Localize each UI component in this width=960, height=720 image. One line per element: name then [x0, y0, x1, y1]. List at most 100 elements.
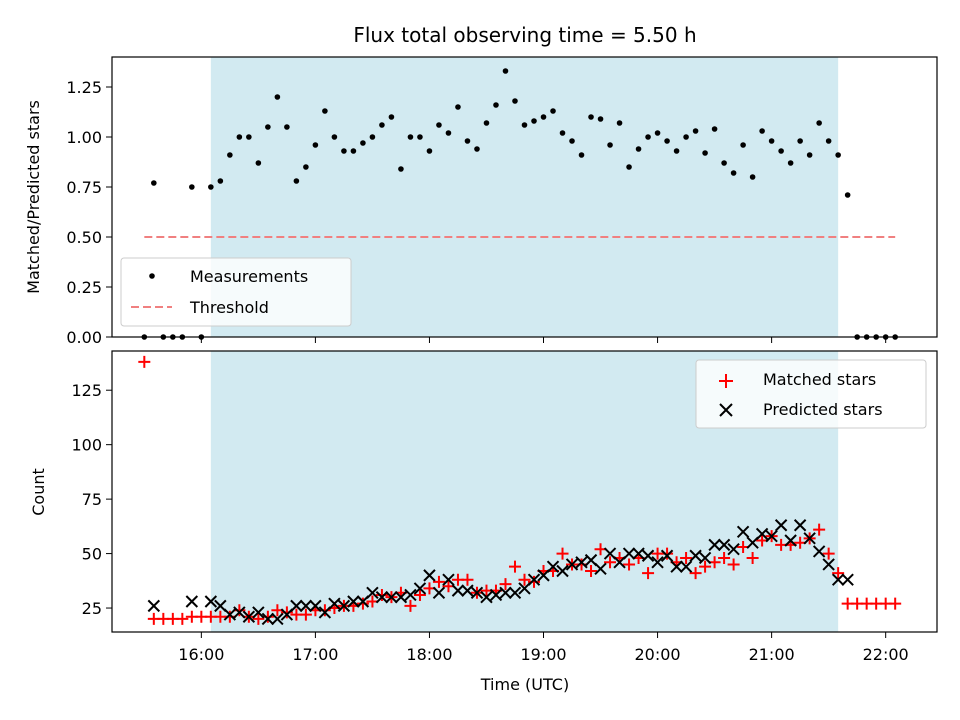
measurement-point [559, 130, 566, 136]
matched-star-point [832, 567, 845, 580]
bottom-ytick-label: 25 [82, 599, 102, 618]
bottom-ytick-label: 75 [82, 490, 102, 509]
predicted-star-point [347, 595, 360, 608]
bottom-ytick-label: 125 [71, 381, 102, 400]
measurement-point [445, 130, 452, 136]
legend-threshold-label: Threshold [189, 298, 269, 317]
measurement-point [673, 148, 680, 154]
bottom-xtick-label: 20:00 [635, 645, 681, 664]
predicted-star-point [451, 584, 465, 597]
bottom-ytick-label: 50 [82, 545, 102, 564]
predicted-star-point [337, 599, 351, 613]
legend-matched-label: Matched stars [763, 370, 876, 389]
measurement-point [683, 134, 689, 140]
predicted-star-point [565, 558, 579, 571]
predicted-star-point [204, 595, 218, 608]
predicted-star-point [290, 599, 303, 613]
measurement-point [369, 134, 376, 140]
bottom-xlabel: Time (UTC) [480, 675, 569, 694]
measurement-point [664, 138, 670, 144]
measurement-point [331, 134, 338, 140]
predicted-star-point [404, 588, 417, 602]
legend-predicted-marker [719, 403, 733, 417]
bottom-ylabel: Count [29, 468, 48, 516]
matched-star-point [528, 575, 541, 588]
predicted-star-point [233, 606, 246, 619]
legend-measurements-label: Measurements [190, 267, 308, 286]
top-ytick-label: 0.75 [66, 178, 102, 197]
predicted-star-point [261, 612, 275, 626]
predicted-star-point [309, 599, 322, 613]
predicted-star-point [242, 610, 256, 623]
predicted-star-point [774, 519, 788, 532]
predicted-star-point [698, 551, 712, 565]
predicted-star-point [442, 573, 455, 586]
predicted-star-point [147, 599, 161, 613]
measurement-point [236, 134, 243, 140]
bottom-xtick-label: 21:00 [749, 645, 795, 664]
measurement-point [350, 148, 357, 154]
measurement-point [597, 116, 604, 122]
bottom-xtick-label: 17:00 [292, 645, 338, 664]
chart-title: Flux total observing time = 5.50 h [353, 23, 696, 47]
predicted-star-point [271, 612, 284, 626]
matched-star-point [299, 608, 312, 621]
bottom-xtick-label: 19:00 [520, 645, 566, 664]
measurement-point [616, 120, 623, 126]
measurement-point [740, 142, 746, 148]
measurement-point [398, 166, 404, 172]
measurement-point [521, 122, 528, 128]
predicted-star-point [679, 560, 693, 573]
measurement-point [759, 128, 765, 134]
measurement-point [379, 122, 385, 128]
matched-star-point [499, 578, 512, 591]
measurement-point [654, 130, 661, 136]
matched-star-point [280, 606, 293, 619]
top-legend-box [120, 257, 352, 327]
measurement-point [474, 146, 480, 152]
predicted-star-point [328, 597, 341, 610]
predicted-star-point [727, 543, 740, 556]
predicted-star-point [651, 556, 664, 569]
predicted-star-point [689, 549, 702, 562]
bottom-ytick-label: 100 [71, 436, 102, 455]
measurement-point [787, 160, 794, 166]
predicted-star-point [670, 560, 683, 573]
measurement-point [303, 164, 309, 170]
predicted-star-point [499, 586, 512, 599]
predicted-star-point [793, 519, 807, 532]
bottom-legend: Matched stars Predicted stars [695, 359, 927, 429]
matched-star-point [461, 573, 474, 586]
measurement-point [512, 98, 518, 104]
predicted-star-point [594, 562, 607, 576]
measurement-point [388, 114, 395, 120]
predicted-star-point [784, 534, 797, 547]
measurement-point [844, 192, 851, 198]
top-ytick-label: 0.50 [66, 228, 102, 247]
measurement-point [493, 102, 499, 108]
predicted-star-point [423, 569, 436, 582]
matched-star-point [623, 558, 636, 571]
matched-star-point [813, 523, 826, 536]
predicted-star-point [546, 560, 560, 573]
matched-star-point [680, 551, 693, 564]
matched-star-point [889, 597, 902, 610]
measurement-point [626, 164, 632, 170]
measurement-point [730, 170, 737, 176]
measurement-point [569, 138, 575, 144]
measurement-point [835, 152, 841, 158]
predicted-star-point [432, 586, 446, 599]
measurement-point [711, 126, 718, 132]
predicted-star-point [641, 549, 655, 562]
measurement-point [607, 142, 613, 148]
measurement-point [778, 148, 784, 154]
top-ytick-label: 1.25 [66, 78, 102, 97]
measurement-point [246, 134, 252, 140]
measurement-point [806, 152, 813, 158]
legend-matched-marker [719, 374, 733, 388]
predicted-star-point [375, 590, 389, 604]
measurement-point [692, 128, 699, 134]
predicted-star-point [185, 595, 199, 608]
matched-star-point [176, 612, 189, 625]
